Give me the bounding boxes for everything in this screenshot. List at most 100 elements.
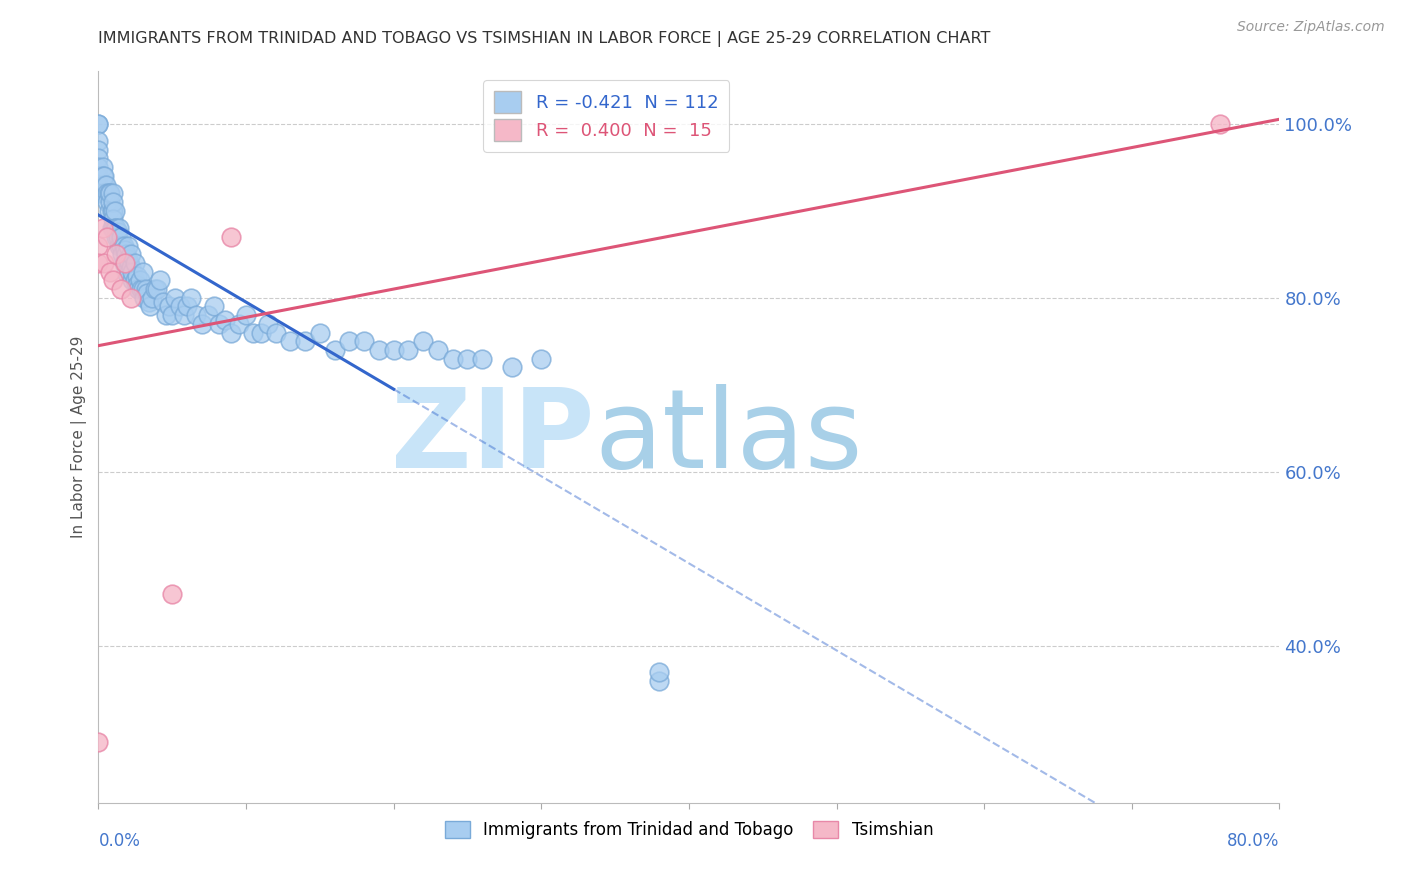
Point xyxy=(176,300,198,314)
Point xyxy=(98,186,121,201)
Point xyxy=(221,326,243,340)
Point xyxy=(117,252,139,266)
Point xyxy=(146,282,169,296)
Point xyxy=(162,308,183,322)
Point xyxy=(121,265,143,279)
Point xyxy=(87,735,110,749)
Point xyxy=(87,152,110,166)
Point xyxy=(100,203,122,218)
Point xyxy=(135,282,157,296)
Point xyxy=(105,229,128,244)
Point xyxy=(110,282,132,296)
Point xyxy=(412,334,434,349)
Point xyxy=(280,334,302,349)
Point xyxy=(125,277,148,292)
Point xyxy=(118,256,141,270)
Point xyxy=(138,295,160,310)
Point xyxy=(87,178,110,192)
Point xyxy=(501,360,523,375)
Point xyxy=(104,221,127,235)
Point xyxy=(93,256,115,270)
Point xyxy=(105,247,128,261)
Point xyxy=(91,169,114,183)
Point xyxy=(87,134,110,148)
Point xyxy=(127,282,149,296)
Point xyxy=(117,238,139,252)
Point xyxy=(96,229,118,244)
Point xyxy=(124,273,146,287)
Point xyxy=(242,326,264,340)
Point xyxy=(114,256,136,270)
Point xyxy=(93,178,115,192)
Point xyxy=(441,351,464,366)
Point xyxy=(94,178,117,192)
Point xyxy=(103,212,125,227)
Point xyxy=(118,265,141,279)
Point xyxy=(132,282,155,296)
Point xyxy=(141,291,163,305)
Point xyxy=(235,308,257,322)
Point xyxy=(368,343,391,357)
Point xyxy=(96,186,118,201)
Point xyxy=(309,326,332,340)
Point xyxy=(132,265,155,279)
Point xyxy=(214,312,236,326)
Point xyxy=(339,334,361,349)
Point xyxy=(1209,117,1232,131)
Point xyxy=(111,247,134,261)
Text: atlas: atlas xyxy=(595,384,863,491)
Point xyxy=(323,343,346,357)
Point xyxy=(221,229,243,244)
Point xyxy=(162,587,183,601)
Point xyxy=(155,308,177,322)
Point xyxy=(353,334,375,349)
Point xyxy=(112,256,135,270)
Point xyxy=(250,326,273,340)
Point xyxy=(97,186,120,201)
Point xyxy=(87,169,110,183)
Point xyxy=(100,221,122,235)
Point xyxy=(110,229,132,244)
Point xyxy=(427,343,450,357)
Point xyxy=(87,160,110,174)
Point xyxy=(103,273,125,287)
Point xyxy=(87,238,110,252)
Point xyxy=(93,169,115,183)
Point xyxy=(112,238,135,252)
Point xyxy=(115,247,138,261)
Point xyxy=(124,256,146,270)
Point xyxy=(169,300,191,314)
Point xyxy=(648,673,671,688)
Point xyxy=(97,203,120,218)
Point xyxy=(129,282,152,296)
Point xyxy=(120,247,142,261)
Point xyxy=(457,351,479,366)
Point xyxy=(93,186,115,201)
Point xyxy=(103,221,125,235)
Point xyxy=(91,221,114,235)
Point xyxy=(108,238,131,252)
Point xyxy=(202,300,225,314)
Point xyxy=(184,308,207,322)
Y-axis label: In Labor Force | Age 25-29: In Labor Force | Age 25-29 xyxy=(72,336,87,538)
Point xyxy=(115,265,138,279)
Point xyxy=(197,308,219,322)
Point xyxy=(152,295,174,310)
Point xyxy=(110,238,132,252)
Point xyxy=(103,194,125,209)
Point xyxy=(107,229,129,244)
Point xyxy=(120,260,142,275)
Point xyxy=(87,186,110,201)
Point xyxy=(257,317,280,331)
Point xyxy=(103,186,125,201)
Point xyxy=(471,351,494,366)
Point xyxy=(96,194,118,209)
Point xyxy=(157,300,180,314)
Point xyxy=(87,256,110,270)
Text: ZIP: ZIP xyxy=(391,384,595,491)
Point xyxy=(87,143,110,157)
Point xyxy=(648,665,671,680)
Legend: Immigrants from Trinidad and Tobago, Tsimshian: Immigrants from Trinidad and Tobago, Tsi… xyxy=(437,814,941,846)
Point xyxy=(87,117,110,131)
Point xyxy=(136,286,159,301)
